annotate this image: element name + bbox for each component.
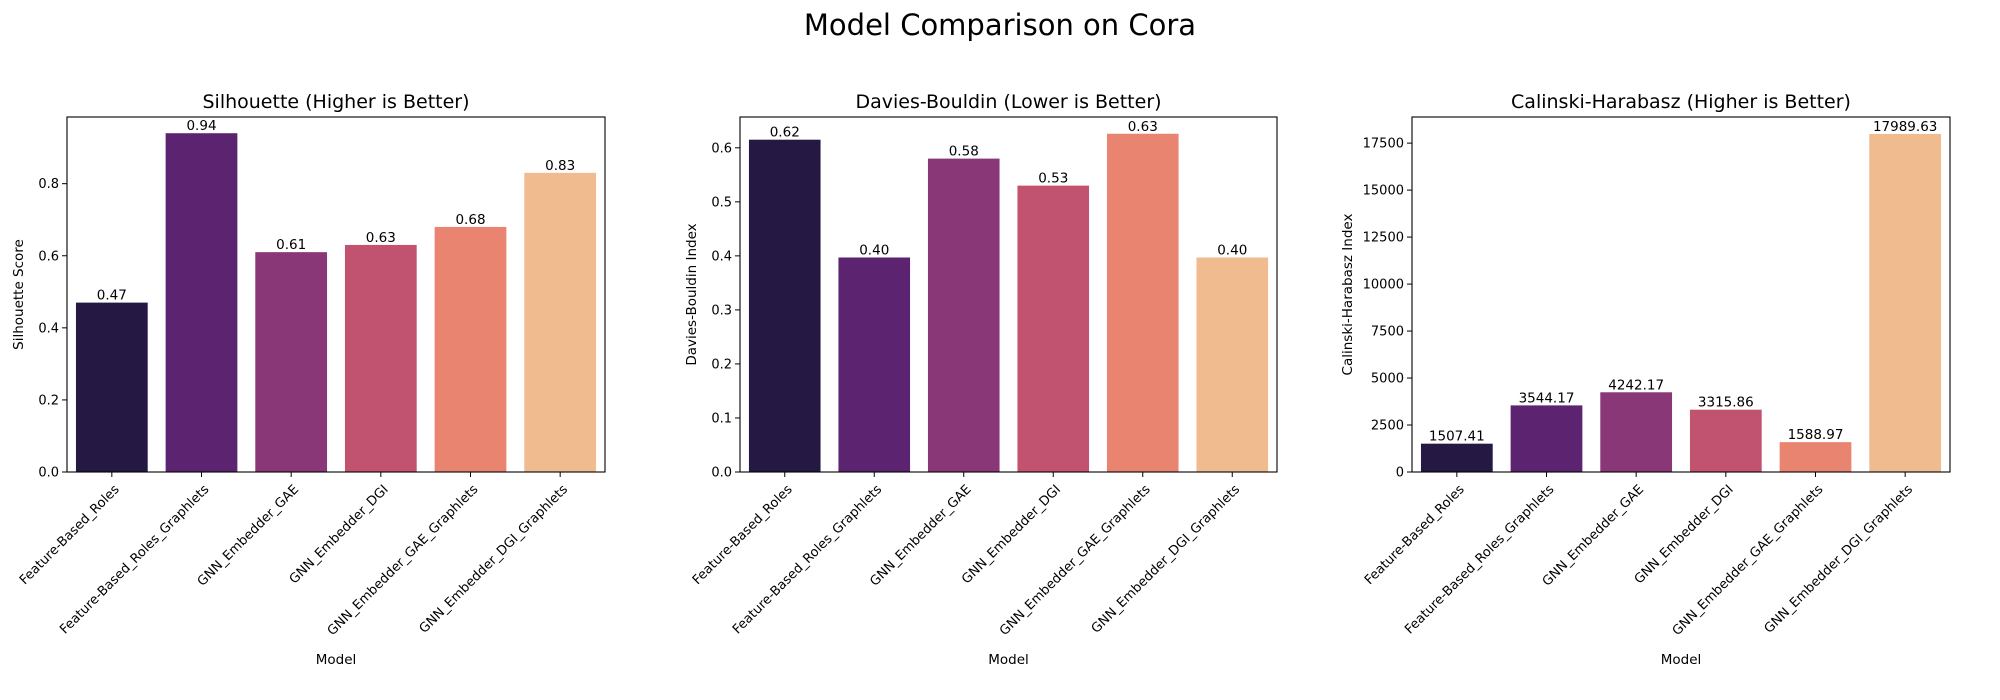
bar-value-label: 1507.41 xyxy=(1429,429,1485,445)
y-tick-label: 15000 xyxy=(1363,184,1404,199)
y-tick-label: 0.6 xyxy=(711,141,732,156)
bar-gnn-embedder-gae-graphlets xyxy=(434,226,507,472)
x-tick-label: GNN_Embedder_GAE_Graphlets xyxy=(1670,482,1827,639)
bar-value-label: 0.61 xyxy=(276,237,306,253)
y-tick-label: 17500 xyxy=(1363,137,1404,152)
chart-silhouette: Silhouette (Higher is Better) 0.47 0.94 0.6… xyxy=(11,91,606,668)
y-tick-label: 0 xyxy=(1396,466,1404,481)
chart-title: Calinski-Harabasz (Higher is Better) xyxy=(1511,91,1851,113)
bar-value-label: 0.40 xyxy=(859,242,889,258)
bar-value-label: 0.94 xyxy=(186,118,216,134)
bar-value-label: 0.62 xyxy=(770,125,800,141)
bar-feature-based-roles xyxy=(748,139,821,472)
x-tick-label: GNN_Embedder_GAE_Graphlets xyxy=(325,482,482,639)
bar-value-label: 4242.17 xyxy=(1608,377,1664,393)
bar-value-label: 0.40 xyxy=(1217,242,1247,258)
y-axis-label: Calinski-Harabasz Index xyxy=(1340,214,1356,376)
bar-gnn-embedder-dgi-graphlets xyxy=(1196,257,1269,472)
figure-title: Model Comparison on Cora xyxy=(803,8,1197,42)
x-tick-label: GNN_Embedder_GAE xyxy=(867,482,974,589)
bar-gnn-embedder-gae-graphlets xyxy=(1106,133,1179,473)
y-tick-label: 12500 xyxy=(1363,231,1404,246)
bar-feature-based-roles-graphlets xyxy=(838,257,911,472)
x-tick-label: GNN_Embedder_DGI_Graphlets xyxy=(417,482,572,637)
y-axis-label: Silhouette Score xyxy=(11,239,27,350)
y-tick-label: 0.2 xyxy=(38,393,59,408)
bar-feature-based-roles xyxy=(75,302,148,472)
x-tick-label: Feature-Based_Roles xyxy=(690,482,796,588)
bar-value-label: 3315.86 xyxy=(1698,395,1754,411)
axes-frame xyxy=(1411,116,1951,473)
x-tick-label: GNN_Embedder_DGI xyxy=(287,482,392,587)
bar-value-label: 1588.97 xyxy=(1788,427,1844,443)
x-tick-label: Feature-Based_Roles_Graphlets xyxy=(57,482,212,637)
y-tick-label: 0.0 xyxy=(711,466,732,481)
bar-value-label: 0.58 xyxy=(949,144,979,160)
x-tick-label: GNN_Embedder_GAE xyxy=(195,482,302,589)
bar-value-label: 17989.63 xyxy=(1873,119,1937,135)
chart-title: Davies-Bouldin (Lower is Better) xyxy=(855,91,1161,113)
x-tick-label: Feature-Based_Roles xyxy=(1362,482,1468,588)
y-tick-label: 0.4 xyxy=(711,249,732,264)
axes-frame xyxy=(66,116,606,473)
bar-value-label: 0.63 xyxy=(1128,119,1158,135)
bar-value-label: 0.47 xyxy=(97,288,127,304)
x-tick-label: GNN_Embedder_DGI xyxy=(959,482,1064,587)
y-tick-label: 0.0 xyxy=(38,466,59,481)
bar-gnn-embedder-dgi xyxy=(1017,185,1090,472)
x-axis-label: Model xyxy=(988,652,1029,668)
x-tick-label: GNN_Embedder_GAE_Graphlets xyxy=(997,482,1154,639)
bar-gnn-embedder-dgi xyxy=(1689,409,1762,472)
bar-gnn-embedder-gae xyxy=(927,158,1000,473)
bar-value-label: 0.83 xyxy=(545,158,575,174)
y-tick-label: 2500 xyxy=(1371,419,1404,434)
y-tick-label: 0.1 xyxy=(711,411,732,426)
bar-feature-based-roles-graphlets xyxy=(165,133,238,473)
y-tick-label: 0.6 xyxy=(38,249,59,264)
bar-value-label: 0.68 xyxy=(455,212,485,228)
y-tick-label: 0.5 xyxy=(711,195,732,210)
y-tick-label: 10000 xyxy=(1363,278,1404,293)
y-tick-label: 0.8 xyxy=(38,177,59,192)
x-tick-label: GNN_Embedder_DGI_Graphlets xyxy=(1089,482,1244,637)
chart-davies-bouldin: Davies-Bouldin (Lower is Better)0.620.40… xyxy=(684,91,1278,668)
bar-gnn-embedder-dgi-graphlets xyxy=(1869,133,1942,473)
x-tick-label: GNN_Embedder_GAE xyxy=(1540,482,1647,589)
bar-feature-based-roles xyxy=(1420,443,1493,472)
x-tick-label: Feature-Based_Roles xyxy=(17,482,123,588)
bar-value-label: 0.53 xyxy=(1038,171,1068,187)
chart-title: Silhouette (Higher is Better) xyxy=(202,91,469,113)
bar-value-label: 0.63 xyxy=(366,230,396,246)
bar-gnn-embedder-dgi xyxy=(344,244,417,472)
bar-feature-based-roles-graphlets xyxy=(1510,405,1583,472)
x-tick-label: Feature-Based_Roles_Graphlets xyxy=(1402,482,1557,637)
y-tick-label: 5000 xyxy=(1371,372,1404,387)
bar-gnn-embedder-gae xyxy=(255,252,328,472)
bar-gnn-embedder-gae xyxy=(1600,392,1673,472)
chart-calinski-harabasz: Calinski-Harabasz (Higher is Better) 1507… xyxy=(1340,91,1951,668)
y-tick-label: 7500 xyxy=(1371,325,1404,340)
bar-value-label: 3544.17 xyxy=(1519,390,1575,406)
y-tick-label: 0.2 xyxy=(711,357,732,372)
x-axis-label: Model xyxy=(316,652,357,668)
bar-gnn-embedder-gae-graphlets xyxy=(1779,442,1852,472)
x-tick-label: GNN_Embedder_DGI_Graphlets xyxy=(1762,482,1917,637)
y-tick-label: 0.4 xyxy=(38,321,59,336)
x-axis-label: Model xyxy=(1661,652,1702,668)
x-tick-label: GNN_Embedder_DGI xyxy=(1632,482,1737,587)
axes-frame xyxy=(739,116,1278,473)
x-tick-label: Feature-Based_Roles_Graphlets xyxy=(730,482,885,637)
y-axis-label: Davies-Bouldin Index xyxy=(684,223,700,365)
bar-gnn-embedder-dgi-graphlets xyxy=(524,172,597,472)
y-tick-label: 0.3 xyxy=(711,303,732,318)
